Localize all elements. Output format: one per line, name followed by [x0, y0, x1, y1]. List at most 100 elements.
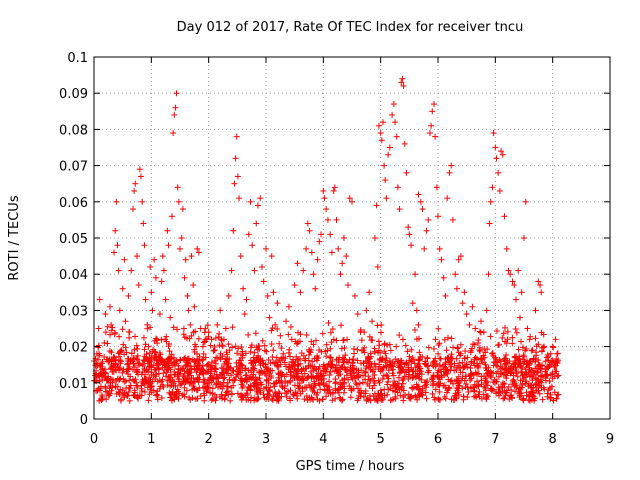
data-point [452, 395, 459, 402]
data-point [405, 375, 412, 382]
data-point [245, 231, 252, 238]
data-point [133, 342, 140, 349]
data-point [231, 180, 238, 187]
data-point [538, 373, 545, 380]
data-point [352, 380, 359, 387]
data-point [162, 360, 169, 367]
data-point [200, 384, 207, 391]
data-point [359, 379, 366, 386]
data-point [247, 198, 254, 205]
data-point [417, 353, 424, 360]
data-point [492, 359, 499, 366]
y-tick-label: 0.1 [67, 51, 88, 66]
data-point [421, 245, 428, 252]
data-point [386, 341, 393, 348]
data-point [535, 357, 542, 364]
data-point [438, 372, 445, 379]
data-point [149, 307, 156, 314]
data-point [456, 352, 463, 359]
data-point [448, 377, 455, 384]
data-point [324, 216, 331, 223]
data-point [354, 397, 361, 404]
data-point [102, 329, 109, 336]
data-point [159, 382, 166, 389]
data-point [335, 357, 342, 364]
data-point [253, 376, 260, 383]
data-point [482, 385, 489, 392]
data-point [218, 336, 225, 343]
data-point [349, 362, 356, 369]
data-point [425, 344, 432, 351]
data-point [474, 378, 481, 385]
data-point [222, 325, 229, 332]
data-point [396, 206, 403, 213]
data-point [168, 382, 175, 389]
data-point [402, 342, 409, 349]
data-point [351, 292, 358, 299]
data-point [126, 328, 133, 335]
data-point [296, 375, 303, 382]
data-point [381, 341, 388, 348]
data-point [424, 369, 431, 376]
data-point [142, 355, 149, 362]
data-point [535, 369, 542, 376]
data-point [248, 367, 255, 374]
data-point [177, 245, 183, 252]
data-point [101, 366, 108, 373]
data-point [411, 326, 418, 333]
data-point [366, 358, 373, 365]
data-point [381, 162, 388, 169]
data-point [179, 366, 186, 373]
data-point [337, 395, 344, 402]
data-point [307, 396, 314, 403]
data-point [306, 227, 313, 234]
data-point [417, 368, 424, 375]
data-point [501, 361, 508, 368]
data-point [468, 384, 475, 391]
data-point [356, 380, 363, 387]
data-point [119, 285, 126, 292]
data-point [335, 245, 342, 252]
data-point [497, 358, 504, 365]
data-point [232, 155, 239, 162]
data-point [264, 292, 271, 299]
data-point [269, 325, 276, 332]
data-point [435, 342, 442, 349]
data-point [325, 390, 332, 397]
data-point [533, 352, 540, 359]
data-point [199, 343, 206, 350]
data-point [542, 371, 549, 378]
data-point [316, 238, 323, 245]
data-point [419, 387, 426, 394]
data-point [247, 374, 254, 381]
data-point [300, 377, 307, 384]
data-point [152, 366, 159, 373]
data-point [509, 278, 516, 285]
data-point [344, 366, 351, 373]
data-point [538, 289, 545, 296]
data-point [436, 355, 443, 362]
data-point [204, 322, 211, 329]
data-point [392, 393, 399, 400]
data-point [350, 356, 357, 363]
data-point [475, 370, 482, 377]
data-point [124, 392, 131, 399]
data-point [455, 389, 462, 396]
data-point [228, 267, 235, 274]
data-point [274, 363, 281, 370]
data-point [243, 390, 250, 397]
data-point [367, 377, 374, 384]
data-point [114, 242, 121, 249]
data-point [333, 362, 340, 369]
data-point [374, 322, 381, 329]
data-point [374, 263, 381, 270]
data-point [473, 394, 480, 401]
data-point [214, 374, 221, 381]
data-point [413, 372, 420, 379]
data-point [327, 231, 334, 238]
data-point [103, 388, 110, 395]
data-point [251, 395, 258, 402]
data-point [286, 346, 293, 353]
data-point [225, 292, 232, 299]
data-point [448, 351, 455, 358]
